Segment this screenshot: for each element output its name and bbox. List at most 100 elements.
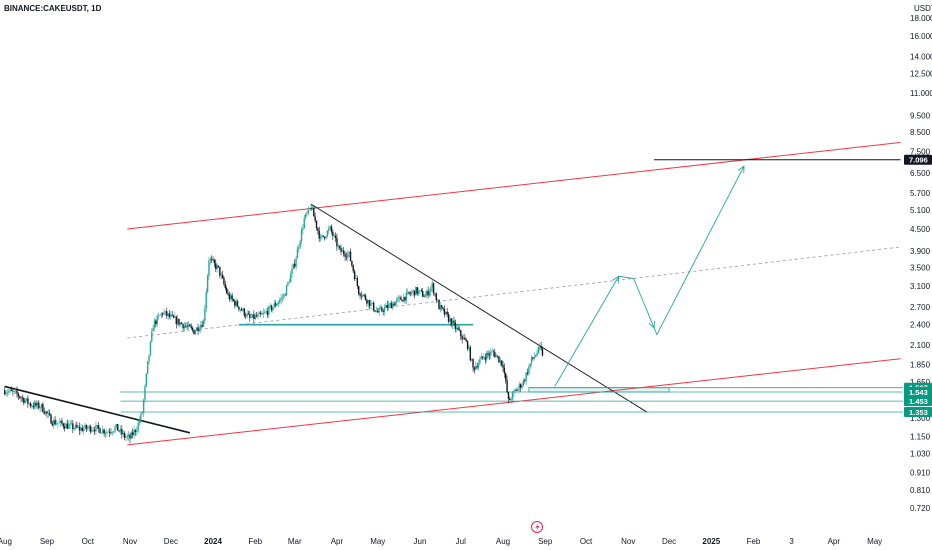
candle-body [167,313,169,316]
candle [464,333,466,340]
candle-body [197,327,199,331]
candle [247,310,250,315]
candle-body [234,300,236,306]
candle-body [123,432,126,438]
candle [243,307,246,318]
candle [511,390,514,402]
candle-body [479,359,481,364]
time-tick-label: Dec [164,537,178,546]
candle [13,390,15,394]
candle [465,337,467,343]
candle [187,321,190,330]
candle-body [419,290,421,291]
candle [179,322,182,327]
candle-body [225,288,228,294]
candle-body [394,301,397,306]
candle [242,307,244,312]
candle-body [421,290,424,297]
candle [194,329,197,336]
time-tick-label: Apr [331,537,344,546]
candle [480,353,482,360]
candle-body [402,296,405,302]
candle-body [466,341,469,349]
candle [201,320,203,328]
candle-body [80,427,82,431]
candle-body [368,300,371,307]
candle [323,236,326,241]
candle-body [484,357,487,360]
candle-body [318,230,320,239]
candle [57,423,59,428]
candle-body [231,295,233,300]
candle [40,403,43,412]
candle-body [530,357,533,364]
early-trendline [4,385,191,434]
candle-body [532,357,534,359]
candle-body [374,310,376,312]
price-axis[interactable]: 18.000 16.000 14.000 12.500 11.000 9.500 8.500… [904,14,932,513]
price-tick-label: 1.650 [910,378,931,387]
candle [161,312,164,318]
candle [529,363,531,369]
candle [515,388,518,391]
candle [439,302,442,313]
candle-body [529,363,531,367]
candle [462,334,465,340]
candle [84,422,86,430]
lightning-icon[interactable] [531,521,543,533]
candle [359,292,361,299]
candle [146,361,149,375]
time-tick-label: Feb [248,537,262,546]
candle-body [511,392,514,400]
candle [379,304,382,310]
candle [110,428,112,435]
candle-body [262,312,265,315]
time-axis[interactable]: Aug Sep Oct Nov Dec 2024 Feb Mar Apr May Jun Jul Aug… [0,537,882,546]
candle [58,418,60,424]
candle [167,313,169,321]
candle [513,388,515,398]
price-tick-label: 2.100 [910,341,931,350]
candle-body [160,313,163,316]
candle [152,324,154,332]
candle-body [481,356,484,358]
candle-body [185,325,187,327]
candle-body [172,315,175,318]
candle [344,251,346,261]
candle [89,424,92,435]
candle [78,422,81,436]
candle-body [283,294,285,298]
candle-body [423,296,425,298]
candle [93,426,96,436]
candle [104,431,107,439]
candle [111,431,114,436]
candle [136,426,138,436]
candle-body [102,429,104,434]
candle [47,409,50,418]
candle [149,340,152,357]
candle [509,396,511,401]
candle-body [53,420,55,426]
candle-body [408,291,410,294]
target-price-badge-box [904,154,932,165]
candle-body [490,352,492,356]
candle [38,400,40,410]
candle [477,359,480,371]
candle [363,293,365,298]
candle-body [240,309,243,311]
time-tick-label: Jun [414,537,427,546]
candle-body [19,396,21,398]
candle [415,286,417,296]
candle [385,302,387,308]
candle-body [235,301,237,306]
candle [317,227,319,235]
candle-body [464,337,466,340]
channel-midline [127,246,901,339]
candle-body [412,290,414,293]
candle-body [328,228,330,231]
candle-body [187,324,190,327]
candle-body [239,309,241,310]
candle-body [6,392,9,394]
candle-body [27,398,29,404]
